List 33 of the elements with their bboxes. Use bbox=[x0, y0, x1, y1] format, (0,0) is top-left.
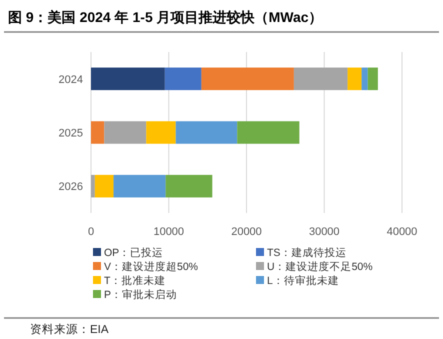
bar bbox=[176, 121, 238, 144]
y-tick-label: 2024 bbox=[58, 74, 83, 86]
x-tick-label: 10000 bbox=[153, 226, 184, 238]
y-tick-label: 2025 bbox=[58, 128, 83, 140]
bar bbox=[104, 121, 146, 144]
x-tick-label: 30000 bbox=[308, 226, 340, 238]
legend-label: V：建设进度超50% bbox=[104, 260, 198, 273]
bar bbox=[362, 68, 368, 90]
x-tick-label: 40000 bbox=[386, 226, 418, 238]
bar bbox=[91, 121, 104, 144]
bar bbox=[201, 68, 294, 90]
x-tick-label: 0 bbox=[88, 226, 94, 238]
bar bbox=[294, 68, 348, 90]
text: 资料来源：EIA bbox=[30, 323, 109, 336]
title: 图 9：美国 2024 年 1-5 月项目推进较快（MWac） bbox=[8, 9, 323, 25]
legend-label: OP：已投运 bbox=[104, 246, 164, 259]
bar bbox=[164, 68, 202, 90]
x-tick-label: 20000 bbox=[231, 226, 262, 238]
bar bbox=[237, 121, 300, 144]
bar bbox=[91, 68, 165, 90]
legend-label: L：待审批未建 bbox=[267, 274, 339, 287]
legend-label: TS：建成待投运 bbox=[267, 246, 346, 259]
legend-label: T：批准未建 bbox=[104, 274, 166, 287]
bar bbox=[114, 174, 166, 198]
bar bbox=[146, 121, 176, 144]
legend-label: P：审批未启动 bbox=[104, 288, 178, 301]
y-tick-label: 2026 bbox=[58, 181, 83, 194]
bar bbox=[166, 174, 212, 198]
bar bbox=[94, 174, 114, 198]
legend-label: U：建设进度不足50% bbox=[267, 260, 373, 273]
bar bbox=[91, 174, 95, 198]
bar bbox=[348, 68, 362, 90]
bar bbox=[368, 68, 378, 90]
